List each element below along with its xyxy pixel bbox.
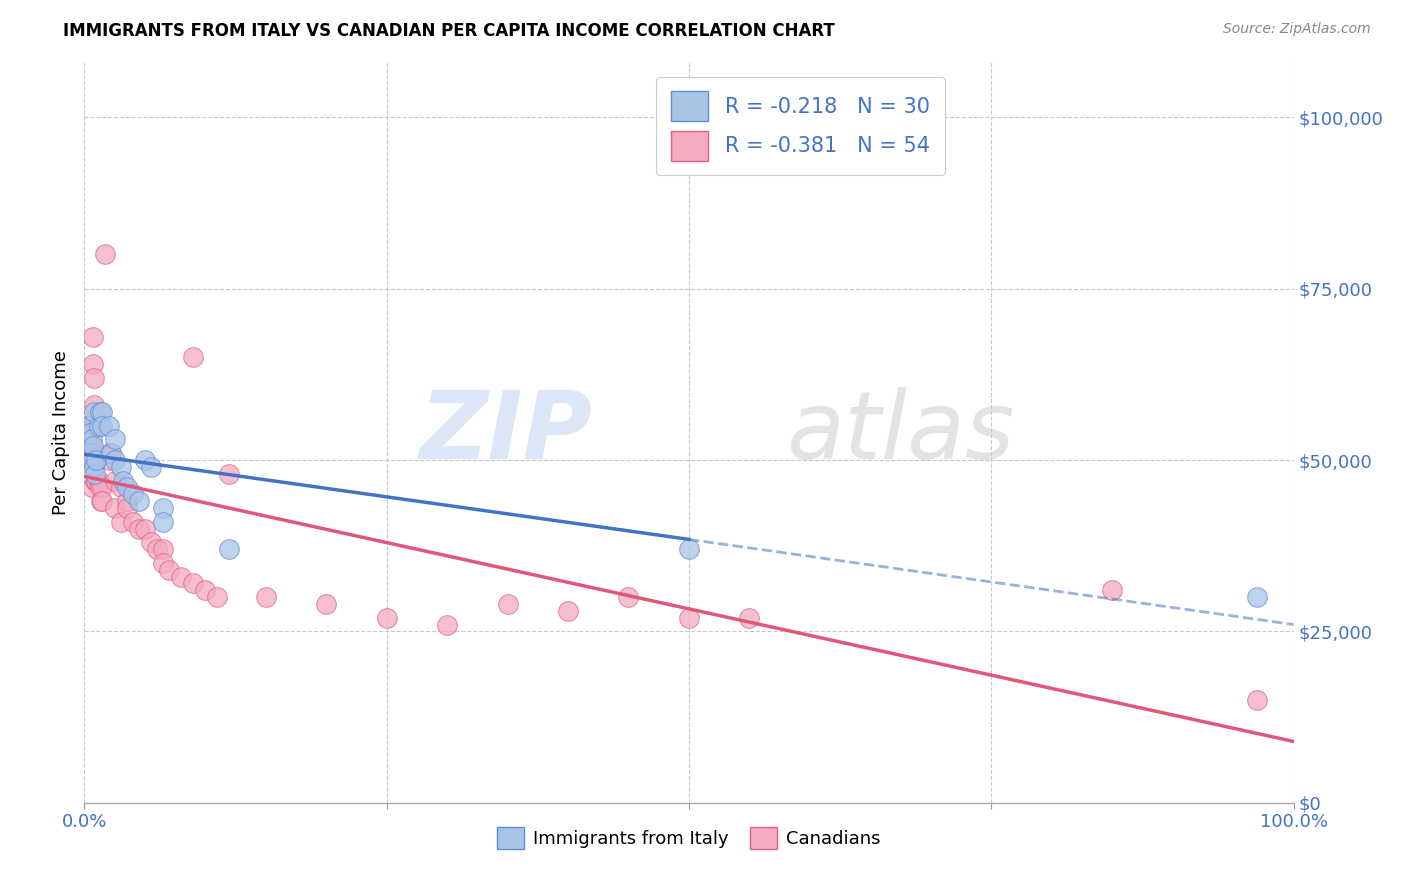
Text: IMMIGRANTS FROM ITALY VS CANADIAN PER CAPITA INCOME CORRELATION CHART: IMMIGRANTS FROM ITALY VS CANADIAN PER CA… [63,22,835,40]
Point [152,542,174,557]
Point [146,542,169,557]
Point [84,467,107,481]
Y-axis label: Per Capita Income: Per Capita Income [52,351,70,515]
Point [110,459,132,474]
Point [79,439,101,453]
Point [181,350,204,364]
Text: ZIP: ZIP [419,386,592,479]
Point [207,590,229,604]
Point [87,418,110,433]
Point [100,446,122,460]
Point [194,583,217,598]
Point [112,474,135,488]
Point [82,329,104,343]
Point [115,501,138,516]
Point [80,446,103,460]
Point [97,446,120,460]
Point [86,474,108,488]
Point [77,425,100,440]
Point [79,453,101,467]
Point [84,412,107,426]
Point [134,453,156,467]
Point [157,563,180,577]
Point [121,487,143,501]
Point [77,418,100,433]
Point [254,590,277,604]
Point [97,453,120,467]
Point [86,453,108,467]
Point [115,480,138,494]
Point [104,453,127,467]
Point [80,446,103,460]
Point [83,398,105,412]
Point [152,501,174,516]
Point [104,433,127,447]
Point [152,515,174,529]
Point [86,453,108,467]
Point [1246,693,1268,707]
Point [496,597,519,611]
Point [170,569,193,583]
Point [89,480,111,494]
Point [128,522,150,536]
Point [89,405,111,419]
Legend: Immigrants from Italy, Canadians: Immigrants from Italy, Canadians [489,821,889,856]
Point [100,446,122,460]
Point [82,357,104,371]
Point [139,459,162,474]
Point [80,480,103,494]
Point [91,494,114,508]
Point [218,542,240,557]
Point [94,247,117,261]
Point [77,418,100,433]
Text: Source: ZipAtlas.com: Source: ZipAtlas.com [1223,22,1371,37]
Point [82,439,104,453]
Point [128,494,150,508]
Point [181,576,204,591]
Point [79,425,101,440]
Point [678,610,700,624]
Point [91,480,114,494]
Point [738,610,761,624]
Point [83,459,105,474]
Point [87,474,110,488]
Point [90,494,112,508]
Text: atlas: atlas [786,387,1014,478]
Point [104,474,127,488]
Point [617,590,640,604]
Point [91,418,114,433]
Point [121,515,143,529]
Point [436,617,458,632]
Point [82,453,104,467]
Point [678,542,700,557]
Point [80,433,103,447]
Point [1246,590,1268,604]
Point [315,597,337,611]
Point [83,371,105,385]
Point [104,501,127,516]
Point [218,467,240,481]
Point [375,610,398,624]
Point [134,522,156,536]
Point [97,418,120,433]
Point [91,405,114,419]
Point [1101,583,1123,598]
Point [84,474,107,488]
Point [110,480,132,494]
Point [139,535,162,549]
Point [83,405,105,419]
Point [110,515,132,529]
Point [152,556,174,570]
Point [557,604,579,618]
Point [115,494,138,508]
